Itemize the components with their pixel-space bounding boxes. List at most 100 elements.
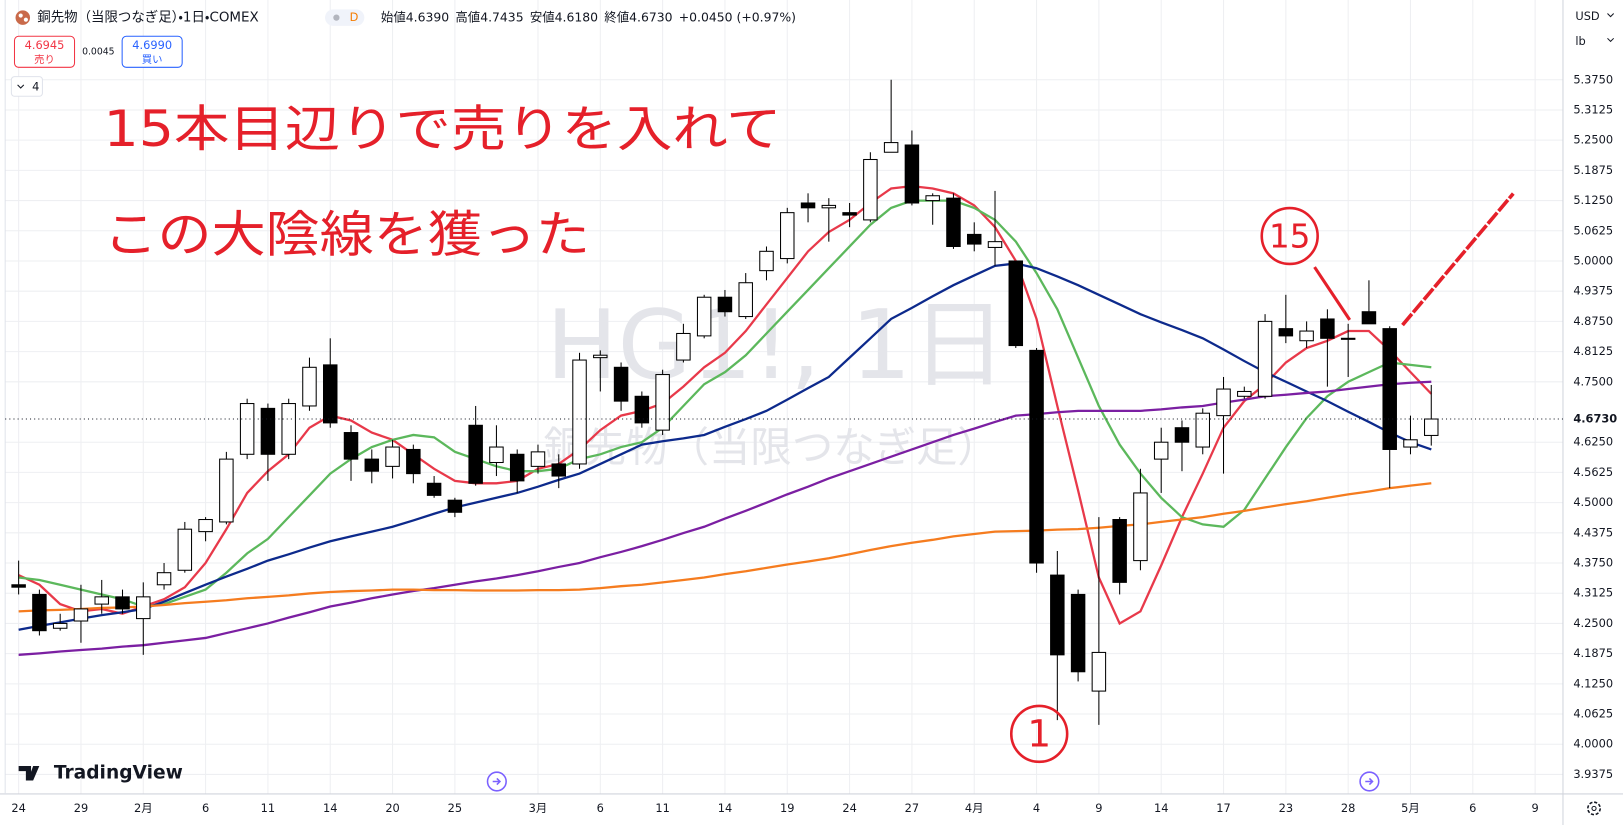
candle-body (883, 142, 899, 153)
x-tick-label: 9 (1532, 801, 1539, 815)
candle-body (738, 282, 753, 318)
candle-body (1133, 492, 1148, 562)
y-tick-label: 5.1875 (1573, 163, 1613, 177)
candle-body (1029, 349, 1044, 564)
moving-average-line (18, 199, 1432, 608)
plot (11, 79, 1439, 725)
y-tick-label: 4.8125 (1573, 344, 1613, 358)
symbol-icon-dot (23, 17, 28, 22)
settings-icon[interactable] (1587, 801, 1602, 816)
candle-body (1340, 337, 1356, 340)
last-price-bg (1565, 410, 1621, 428)
candle-body (11, 584, 26, 588)
ohlc-label: 始値 (381, 9, 406, 24)
annotation-number: 15 (1269, 217, 1310, 256)
candle-body (717, 296, 733, 313)
buy-price: 4.6990 (132, 38, 172, 52)
currency[interactable]: USD (1575, 9, 1600, 23)
moving-average-line (18, 262, 1432, 631)
y-tick-label: 4.8750 (1573, 314, 1613, 328)
candle-body (447, 499, 463, 513)
candle-body (655, 374, 670, 431)
y-tick-label: 4.4375 (1573, 525, 1613, 539)
candle-body (987, 241, 1003, 248)
unit[interactable]: lb (1575, 34, 1585, 48)
candle-body (343, 432, 359, 460)
candle-body (426, 482, 442, 496)
candle-body (1008, 260, 1024, 347)
unit-chevron (1607, 37, 1615, 43)
candle-body (1050, 574, 1065, 656)
annotation-line-mark (1401, 192, 1515, 327)
candle-body (468, 424, 483, 484)
ohlc-line: 始値4.6390 高値4.7435 安値4.6180 終値4.6730 +0.0450 … (381, 9, 796, 24)
buy-button[interactable] (121, 35, 183, 68)
candle-body (322, 364, 338, 424)
candle-body (1153, 441, 1169, 460)
y-tick-label: 5.2500 (1573, 133, 1613, 147)
candle-body (281, 403, 296, 455)
x-tick-label: 14 (323, 801, 337, 815)
annotation-line-mark (1313, 266, 1352, 321)
candle-body (613, 366, 629, 402)
x-tick-label: 4 (1033, 801, 1040, 815)
candle-body (842, 212, 857, 216)
candle-body (260, 407, 276, 455)
badge-bg (325, 9, 365, 26)
candle-body (1112, 519, 1127, 583)
x-tick-label: 11 (261, 801, 275, 815)
sell-button[interactable] (13, 35, 76, 68)
y-tick-label: 4.7500 (1573, 374, 1613, 388)
annotation-circle (1009, 704, 1069, 764)
annotation-line: この大陰線を獲った (104, 206, 590, 264)
x-tick-label: 14 (1154, 801, 1168, 815)
candle-body (780, 212, 795, 260)
x-tick-label: 17 (1216, 801, 1230, 815)
candle-body (1382, 328, 1397, 450)
candle-body (1403, 439, 1418, 448)
y-tick-label: 4.1875 (1573, 646, 1613, 660)
candle-body (1237, 390, 1252, 397)
candle-body (1070, 593, 1086, 673)
candle-body (800, 202, 816, 209)
symbol-icon (15, 10, 31, 25)
x-tick-label: 3月 (529, 801, 548, 815)
x-tick-label: 14 (718, 801, 732, 815)
candle-body (863, 158, 878, 221)
candle-body (52, 622, 68, 629)
y-tick-label: 5.1250 (1573, 193, 1613, 207)
x-tick-label: 19 (780, 801, 794, 815)
candle-body (32, 593, 47, 632)
candle-body (925, 195, 940, 202)
candle-body (696, 296, 712, 337)
y-tick-label: 4.3125 (1573, 586, 1613, 600)
candle-body (198, 519, 213, 533)
candle-body (1320, 318, 1335, 339)
y-tick-label: 5.0000 (1573, 253, 1613, 267)
y-tick-label: 4.0625 (1573, 707, 1613, 721)
watermark-name: 銅先物（当限つなぎ足） (543, 423, 998, 471)
buy-label: 買い (142, 54, 163, 66)
x-tick-label: 6 (202, 801, 209, 815)
candle-body (136, 596, 151, 620)
event-arrow (1365, 777, 1374, 786)
candle-body (115, 596, 130, 610)
candle-body (489, 446, 504, 464)
symbol-icon-dot (18, 13, 23, 18)
grid (5, 0, 1563, 794)
indicator-chevron (17, 84, 25, 89)
x-tick-label: 29 (74, 801, 88, 815)
symbol-title[interactable]: 銅先物（当限つなぎ足）・1日・COMEX (37, 10, 258, 26)
candle-body (1424, 418, 1439, 436)
candle-body (1361, 311, 1377, 325)
annotation-circle (1260, 206, 1319, 266)
candle-body (1195, 412, 1210, 448)
indicator-toggle[interactable] (10, 76, 43, 97)
candle-body (904, 144, 920, 204)
y-tick-label: 5.3125 (1573, 102, 1613, 116)
ohlc-value: 4.7435 (480, 9, 523, 24)
candle-body (156, 572, 172, 586)
ohlc-label: 終値 (604, 9, 629, 24)
y-tick-label: 3.9375 (1573, 767, 1613, 781)
